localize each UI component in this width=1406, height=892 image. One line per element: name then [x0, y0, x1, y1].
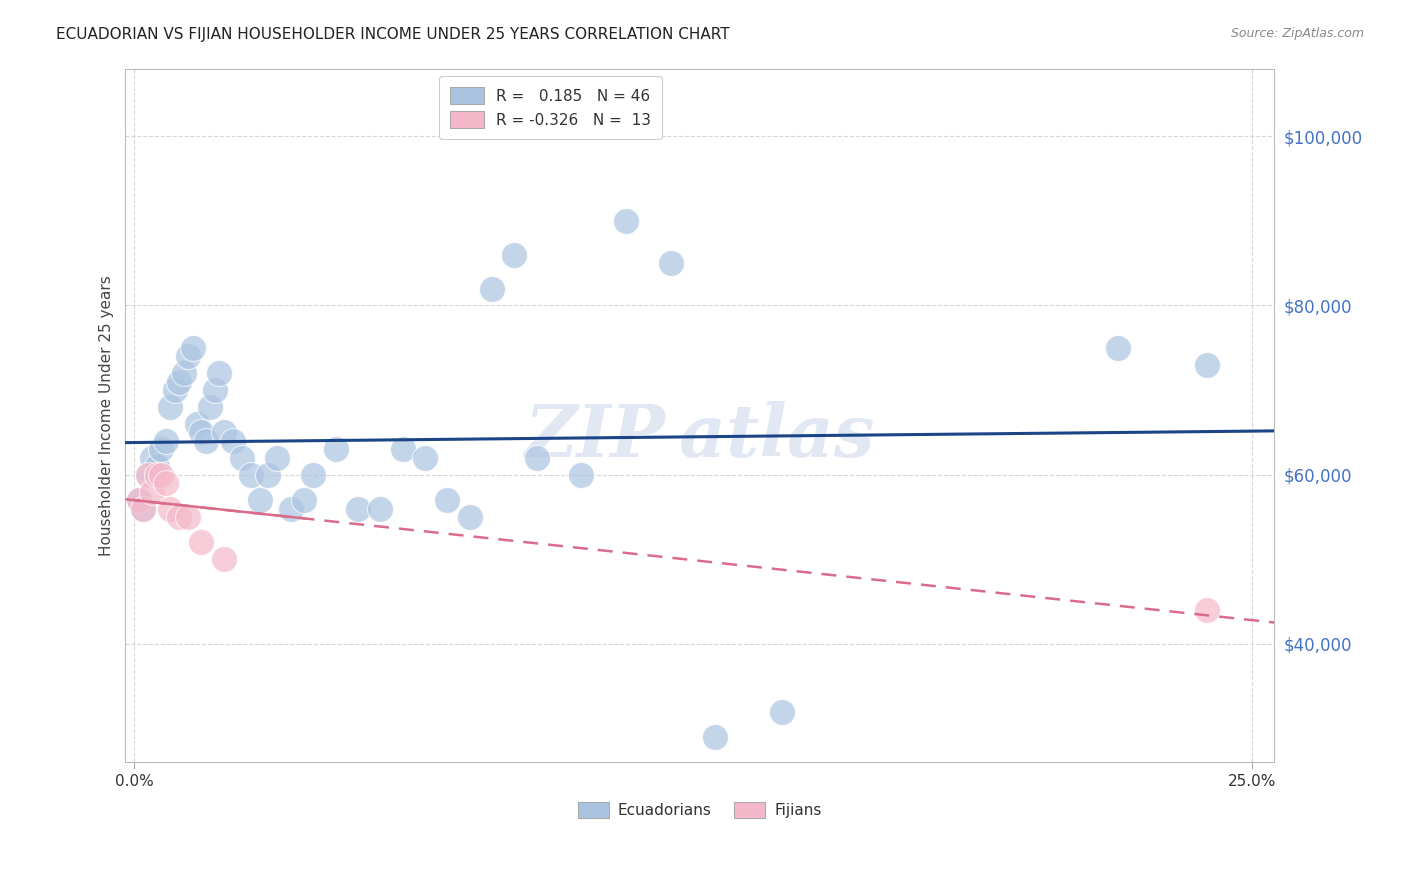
Point: [150, 467, 173, 482]
Point: [239, 467, 262, 482]
Point: [190, 425, 212, 440]
Point: [177, 510, 200, 524]
Point: [1195, 603, 1218, 617]
Point: [503, 248, 526, 262]
Point: [659, 256, 682, 270]
Point: [204, 383, 226, 397]
Point: [167, 375, 190, 389]
Point: [155, 434, 177, 448]
Point: [128, 493, 150, 508]
Text: ECUADORIAN VS FIJIAN HOUSEHOLDER INCOME UNDER 25 YEARS CORRELATION CHART: ECUADORIAN VS FIJIAN HOUSEHOLDER INCOME …: [56, 27, 730, 42]
Point: [413, 450, 436, 465]
Point: [132, 501, 155, 516]
Point: [280, 501, 302, 516]
Point: [526, 450, 548, 465]
Text: ZIP atlas: ZIP atlas: [524, 401, 875, 472]
Point: [155, 476, 177, 491]
Point: [194, 434, 217, 448]
Point: [173, 366, 195, 380]
Point: [212, 425, 235, 440]
Point: [266, 450, 288, 465]
Text: Source: ZipAtlas.com: Source: ZipAtlas.com: [1230, 27, 1364, 40]
Point: [614, 214, 637, 228]
Point: [141, 484, 163, 499]
Point: [704, 730, 727, 744]
Y-axis label: Householder Income Under 25 years: Householder Income Under 25 years: [100, 275, 114, 556]
Point: [159, 400, 181, 414]
Point: [208, 366, 231, 380]
Point: [163, 383, 186, 397]
Point: [1107, 341, 1129, 355]
Point: [145, 459, 167, 474]
Point: [136, 467, 159, 482]
Point: [128, 493, 150, 508]
Point: [159, 501, 181, 516]
Point: [141, 450, 163, 465]
Point: [257, 467, 280, 482]
Point: [200, 400, 222, 414]
Point: [368, 501, 391, 516]
Point: [167, 510, 190, 524]
Point: [347, 501, 370, 516]
Point: [1195, 358, 1218, 372]
Point: [222, 434, 245, 448]
Point: [249, 493, 271, 508]
Point: [481, 281, 503, 295]
Point: [458, 510, 481, 524]
Point: [569, 467, 592, 482]
Point: [325, 442, 347, 457]
Point: [136, 467, 159, 482]
Point: [302, 467, 325, 482]
Point: [391, 442, 413, 457]
Point: [181, 341, 204, 355]
Point: [436, 493, 458, 508]
Point: [770, 705, 793, 719]
Legend: Ecuadorians, Fijians: Ecuadorians, Fijians: [572, 796, 828, 824]
Point: [292, 493, 315, 508]
Point: [190, 535, 212, 549]
Point: [186, 417, 208, 431]
Point: [212, 552, 235, 566]
Point: [231, 450, 253, 465]
Point: [177, 349, 200, 363]
Point: [132, 501, 155, 516]
Point: [150, 442, 173, 457]
Point: [145, 467, 167, 482]
